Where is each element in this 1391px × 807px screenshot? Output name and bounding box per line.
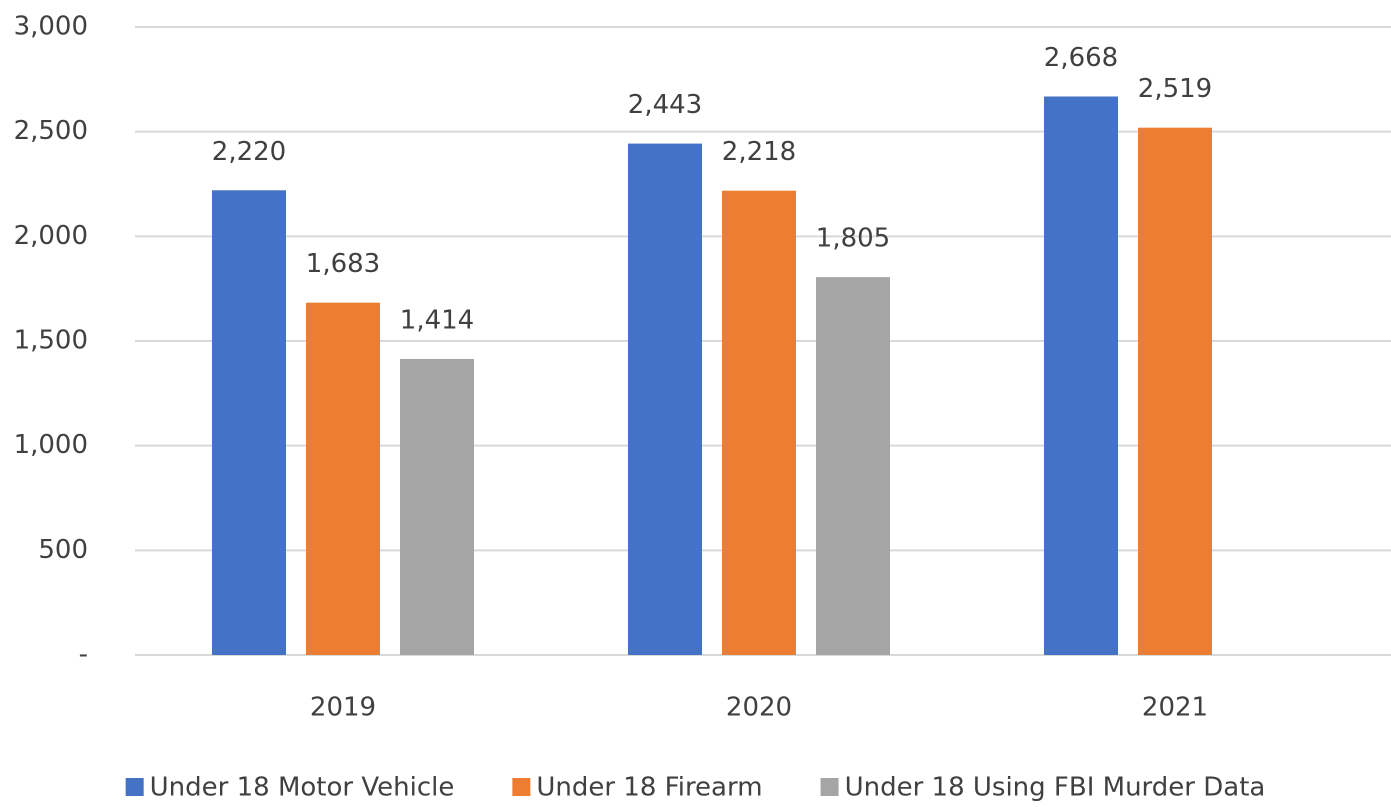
bar [400, 359, 474, 655]
data-label: 2,443 [628, 90, 702, 120]
y-tick-label: 1,000 [14, 430, 88, 460]
bar [722, 190, 796, 655]
y-tick-label: - [79, 640, 88, 670]
bar [1138, 127, 1212, 655]
x-tick-label: 2019 [310, 693, 376, 723]
legend-swatch [820, 778, 839, 796]
data-label: 1,805 [816, 224, 890, 254]
x-tick-label: 2020 [726, 693, 792, 723]
x-tick-label: 2021 [1142, 693, 1208, 723]
y-tick-label: 500 [38, 535, 88, 565]
bar [306, 302, 380, 655]
legend-label: Under 18 Motor Vehicle [150, 773, 455, 803]
bar [212, 190, 286, 655]
legend-label: Under 18 Using FBI Murder Data [845, 773, 1266, 803]
bar [816, 277, 890, 655]
data-label: 1,683 [306, 249, 380, 279]
bar [628, 143, 702, 655]
data-label: 2,668 [1044, 43, 1118, 73]
legend-swatch [125, 778, 144, 796]
data-label: 1,414 [400, 306, 474, 336]
data-label: 2,220 [212, 137, 286, 167]
legend-swatch [512, 778, 531, 796]
bar [1044, 96, 1118, 656]
y-tick-label: 3,000 [14, 12, 88, 42]
y-tick-label: 2,000 [14, 221, 88, 251]
data-label: 2,519 [1138, 74, 1212, 104]
y-tick-label: 1,500 [14, 326, 88, 356]
y-tick-label: 2,500 [14, 116, 88, 146]
legend-label: Under 18 Firearm [536, 773, 762, 803]
data-label: 2,218 [722, 137, 796, 167]
